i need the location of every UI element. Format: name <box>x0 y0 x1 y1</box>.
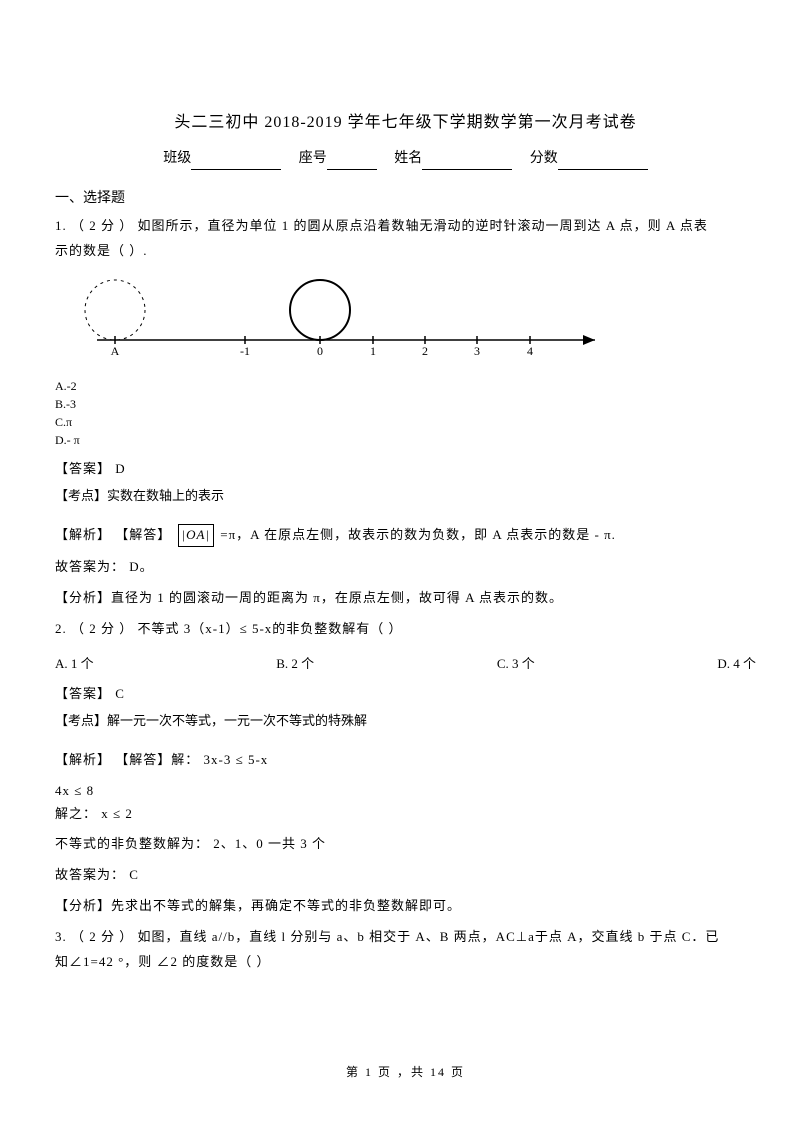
q1-stem-a: 1. （ 2 分 ） 如图所示，直径为单位 1 的圆从原点沿着数轴无滑动的逆时针… <box>55 216 756 237</box>
q2-expl1: 【解析】 【解答】解： 3x-3 ≤ 5-x <box>55 750 756 771</box>
q1-expl1-a: 【解析】 【解答】 <box>55 527 171 542</box>
q1-formula: |OA| <box>178 524 214 547</box>
exam-title: 头二三初中 2018-2019 学年七年级下学期数学第一次月考试卷 <box>55 110 756 136</box>
q2-expl6: 【分析】先求出不等式的解集，再确定不等式的非负整数解即可。 <box>55 896 756 917</box>
q1-expl2: 故答案为： D。 <box>55 557 756 578</box>
q2-opt-c: C. 3 个 <box>497 654 535 675</box>
svg-text:4: 4 <box>527 344 533 358</box>
q2-options: A. 1 个 B. 2 个 C. 3 个 D. 4 个 <box>55 654 756 675</box>
svg-text:0: 0 <box>317 344 323 358</box>
svg-text:-1: -1 <box>240 344 250 358</box>
seat-label: 座号 <box>299 151 327 166</box>
q1-keypoint: 【考点】实数在数轴上的表示 <box>55 486 756 507</box>
q1-opt-a: A.-2 <box>55 377 756 395</box>
q2-opt-b: B. 2 个 <box>276 654 314 675</box>
q1-stem-b: 示的数是（ ）. <box>55 241 756 262</box>
q1-opt-d: D.- π <box>55 431 756 449</box>
q1-expl1: 【解析】 【解答】 |OA| =π，A 在原点左侧，故表示的数为负数，即 A 点… <box>55 524 756 547</box>
score-label: 分数 <box>530 151 558 166</box>
svg-text:3: 3 <box>474 344 480 358</box>
page-footer: 第 1 页 ，共 14 页 <box>0 1063 811 1082</box>
class-label: 班级 <box>163 151 191 166</box>
q1-expl3: 【分析】直径为 1 的圆滚动一周的距离为 π，在原点左侧，故可得 A 点表示的数… <box>55 588 756 609</box>
q1-answer: 【答案】 D <box>55 459 756 480</box>
info-line: 班级 座号 姓名 分数 <box>55 148 756 170</box>
q2-stem: 2. （ 2 分 ） 不等式 3（x-1）≤ 5-x的非负整数解有（ ） <box>55 619 756 640</box>
q1-opt-b: B.-3 <box>55 395 756 413</box>
q1-opt-c: C.π <box>55 413 756 431</box>
q1-diagram: A -1 0 1 2 3 4 <box>55 270 756 367</box>
q2-expl3: 解之： x ≤ 2 <box>55 804 756 825</box>
q1-expl1-b: =π，A 在原点左侧，故表示的数为负数，即 A 点表示的数是 - π. <box>220 527 616 542</box>
name-label: 姓名 <box>394 151 422 166</box>
q3-stem-a: 3. （ 2 分 ） 如图，直线 a//b，直线 l 分别与 a、b 相交于 A… <box>55 927 756 948</box>
q2-expl2: 4x ≤ 8 <box>55 781 756 802</box>
q2-expl4: 不等式的非负整数解为： 2、1、0 一共 3 个 <box>55 834 756 855</box>
q2-opt-a: A. 1 个 <box>55 654 94 675</box>
q3-stem-b: 知∠1=42 °，则 ∠2 的度数是（ ） <box>55 952 756 973</box>
q2-expl5: 故答案为： C <box>55 865 756 886</box>
section-heading: 一、选择题 <box>55 188 756 210</box>
q2-answer: 【答案】 C <box>55 684 756 705</box>
q2-opt-d: D. 4 个 <box>717 654 756 675</box>
svg-text:2: 2 <box>422 344 428 358</box>
svg-text:1: 1 <box>370 344 376 358</box>
svg-text:A: A <box>111 344 120 358</box>
q2-keypoint: 【考点】解一元一次不等式，一元一次不等式的特殊解 <box>55 711 756 732</box>
q1-options: A.-2 B.-3 C.π D.- π <box>55 377 756 449</box>
